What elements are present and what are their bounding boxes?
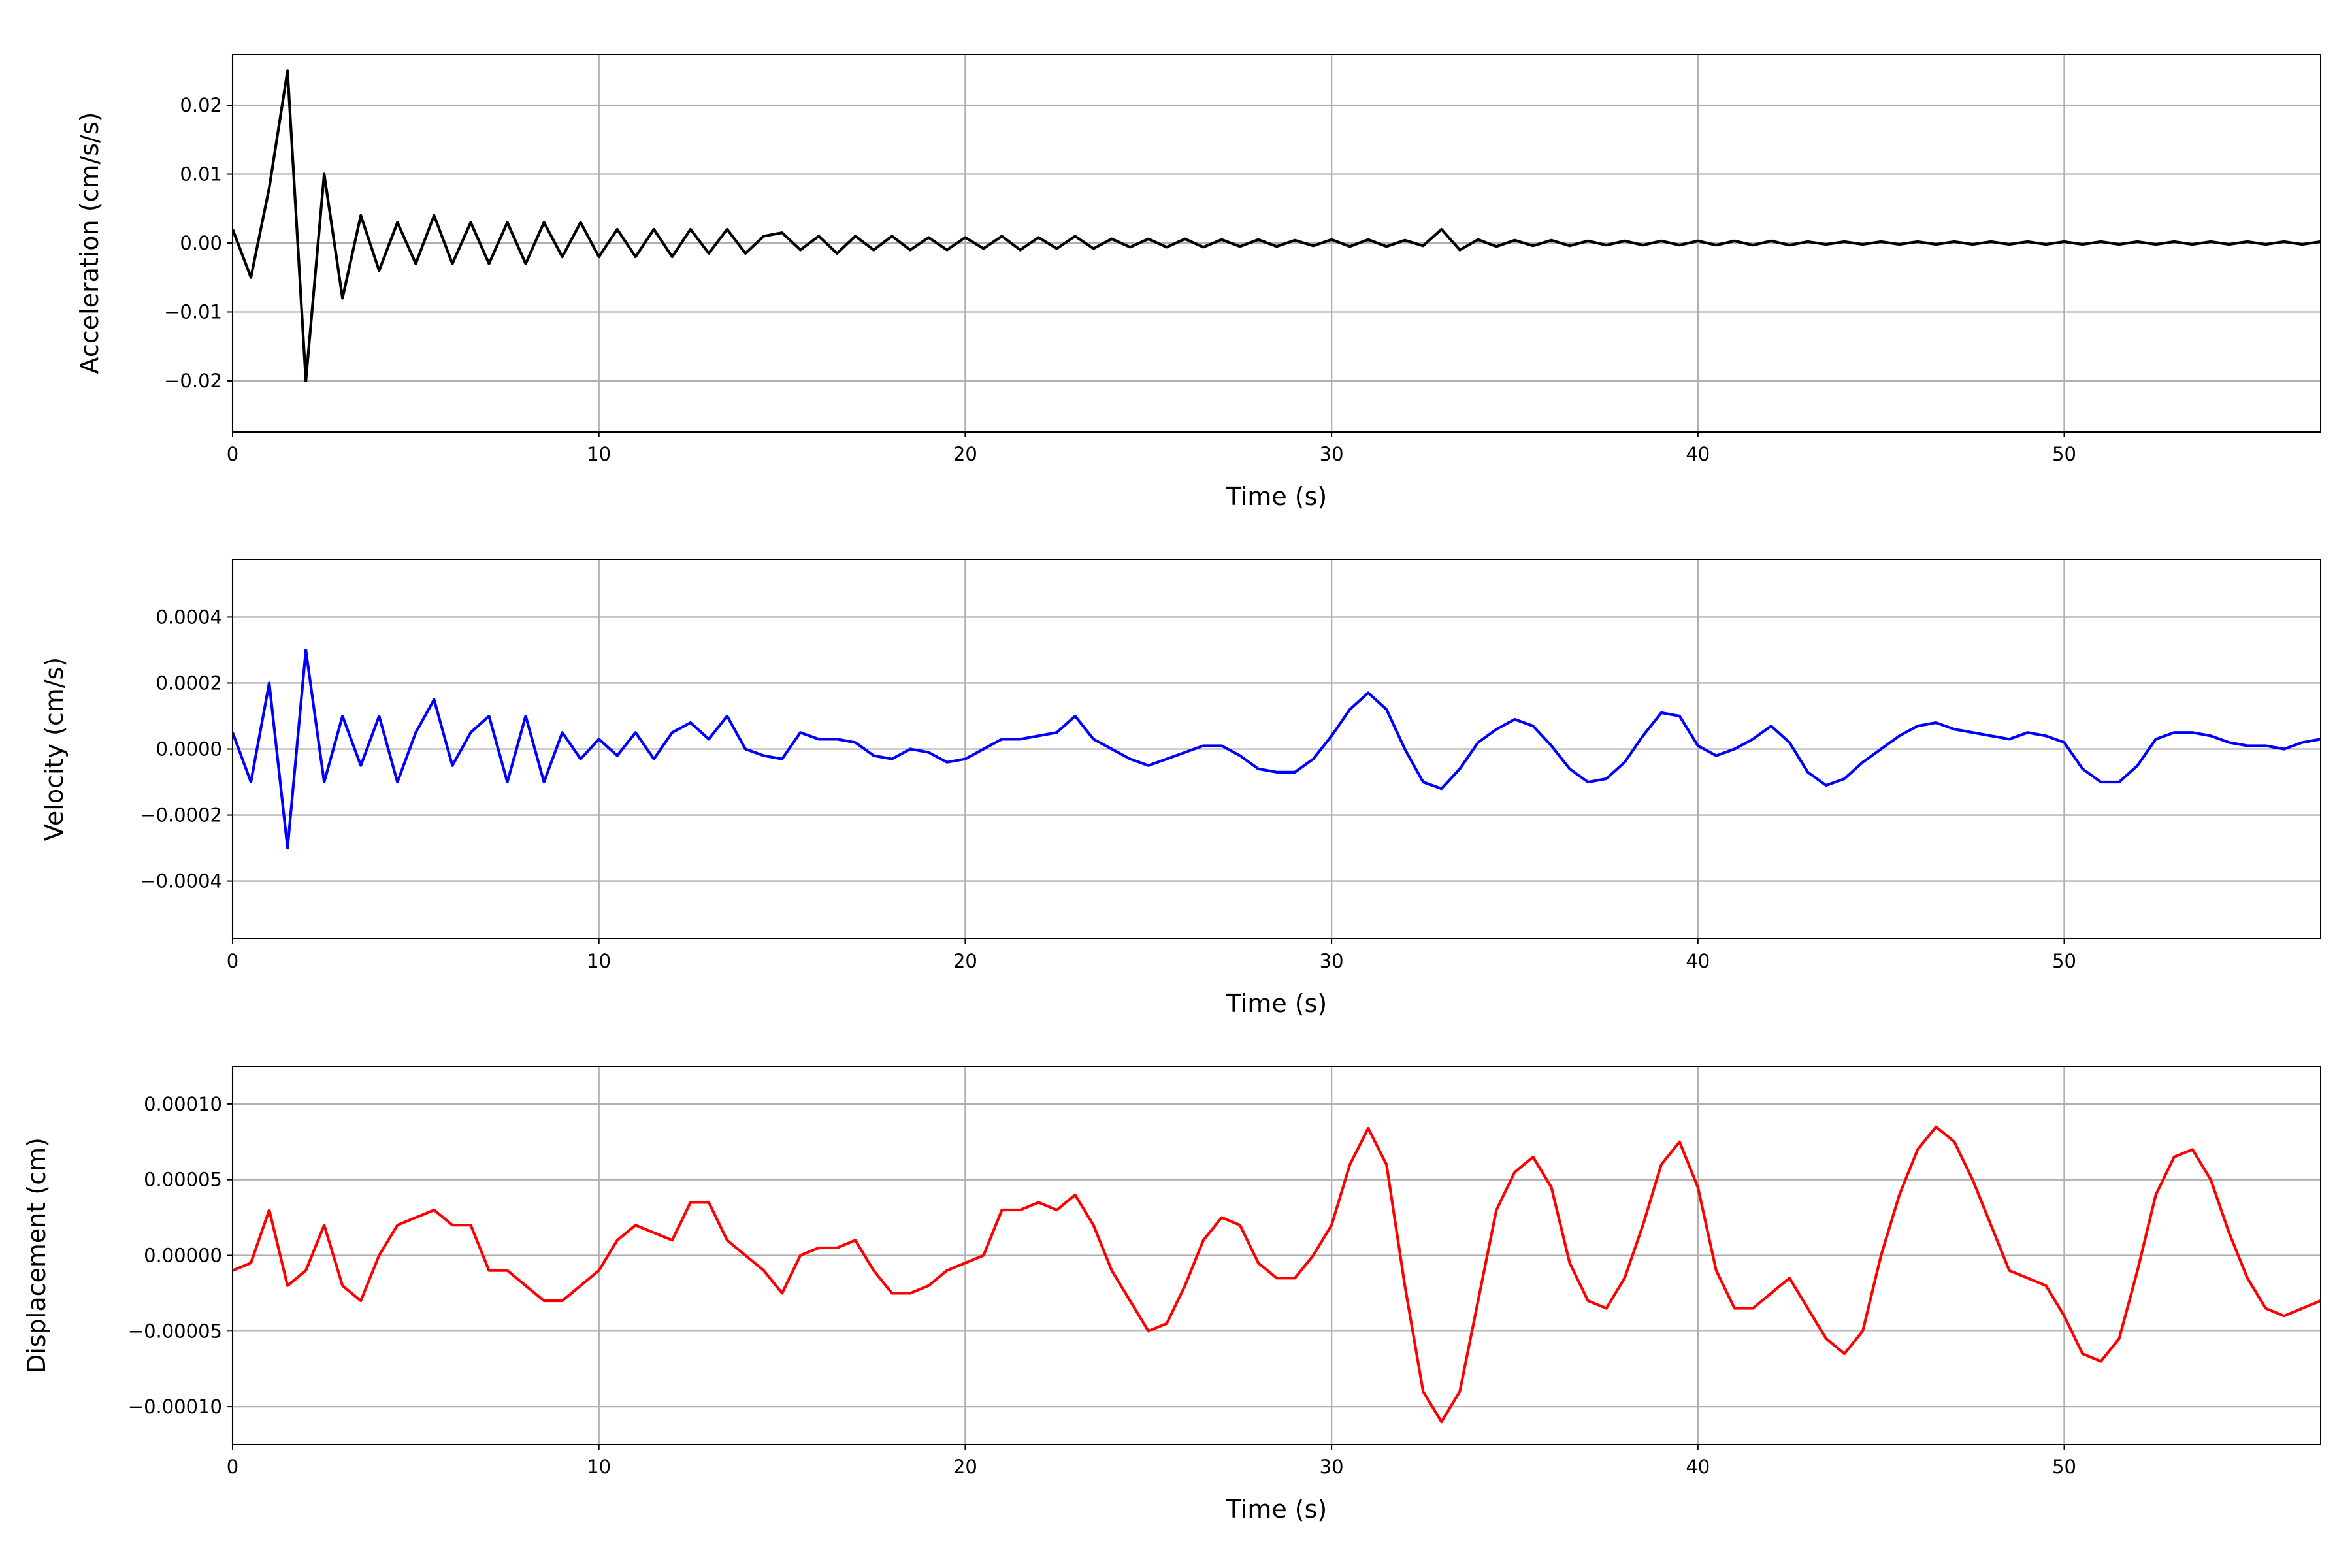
- x-tick-label: 50: [2052, 1456, 2076, 1478]
- x-tick-label: 30: [1320, 950, 1344, 972]
- y-tick-label: 0.0002: [156, 672, 222, 694]
- x-tick-label: 10: [587, 950, 611, 972]
- y-tick-label: −0.0002: [140, 804, 222, 826]
- data-line: [233, 1125, 2321, 1424]
- y-tick-label: −0.0004: [140, 870, 222, 892]
- axes-frame: [232, 559, 2321, 939]
- y-axis-label: Displacement (cm): [22, 1137, 51, 1373]
- x-tick-label: 40: [1686, 1456, 1710, 1478]
- y-axis-label: Velocity (cm/s): [40, 657, 69, 841]
- x-axis-label: Time (s): [1226, 989, 1328, 1018]
- y-tick-label: −0.00010: [128, 1396, 222, 1418]
- x-tick-label: 40: [1686, 950, 1710, 972]
- x-tick-label: 10: [587, 443, 611, 465]
- y-tick-label: −0.01: [164, 301, 222, 323]
- y-tick-label: 0.00000: [144, 1245, 222, 1267]
- x-axis-label: Time (s): [1226, 482, 1328, 511]
- y-tick-label: 0.00005: [144, 1169, 222, 1191]
- x-tick-label: 40: [1686, 443, 1710, 465]
- y-tick-label: 0.0004: [156, 606, 222, 628]
- axes-frame: [232, 54, 2321, 433]
- y-tick-label: 0.00: [180, 232, 222, 254]
- data-line: [233, 648, 2321, 850]
- x-axis-label: Time (s): [1226, 1495, 1328, 1524]
- y-tick-label: 0.0000: [156, 738, 222, 760]
- x-tick-label: 0: [227, 443, 238, 465]
- axes-frame: [232, 1066, 2321, 1445]
- x-tick-label: 0: [227, 1456, 238, 1478]
- x-tick-label: 30: [1320, 1456, 1344, 1478]
- x-tick-label: 50: [2052, 950, 2076, 972]
- y-tick-label: 0.00010: [144, 1093, 222, 1115]
- x-tick-label: 0: [227, 950, 238, 972]
- y-tick-label: 0.02: [180, 94, 222, 116]
- x-tick-label: 20: [953, 1456, 977, 1478]
- y-tick-label: −0.00005: [128, 1320, 222, 1342]
- y-axis-label: Acceleration (cm/s/s): [75, 112, 104, 374]
- x-tick-label: 50: [2052, 443, 2076, 465]
- y-tick-label: −0.02: [164, 370, 222, 392]
- data-line: [233, 69, 2321, 383]
- x-tick-label: 10: [587, 1456, 611, 1478]
- y-tick-label: 0.01: [180, 163, 222, 186]
- x-tick-label: 20: [953, 443, 977, 465]
- x-tick-label: 20: [953, 950, 977, 972]
- x-tick-label: 30: [1320, 443, 1344, 465]
